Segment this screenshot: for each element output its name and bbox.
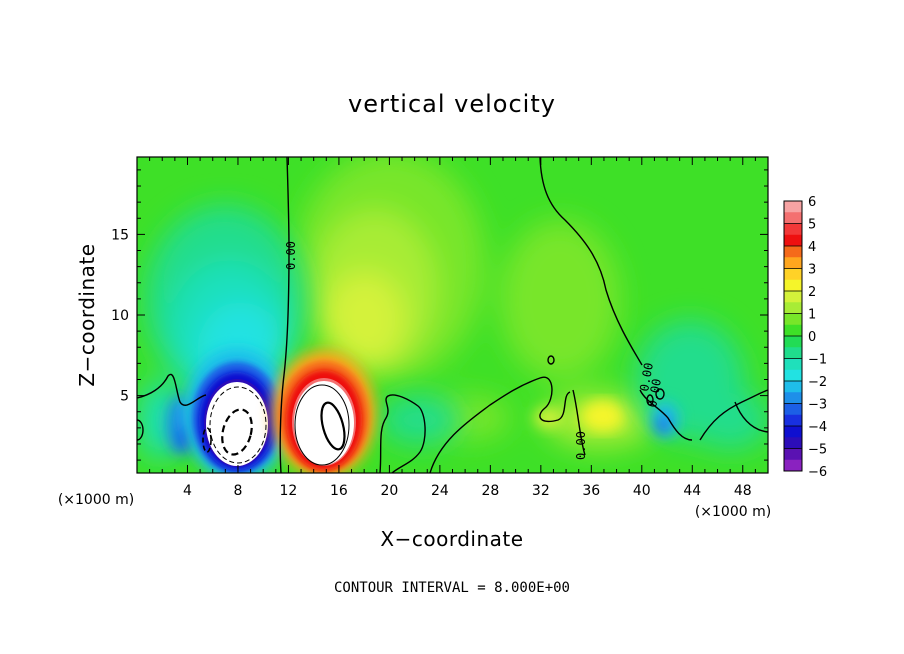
colorbar: 6 5 4 3 2 1 0 −1 −2 −3 −4 −5 −6	[783, 195, 827, 480]
plot-area: 0.00 0.00 0.00 0.00	[137, 157, 768, 473]
colorbar-swatch	[784, 268, 802, 281]
x-tick-label: 48	[734, 483, 752, 499]
colorbar-swatch	[784, 279, 802, 292]
zero-contours	[137, 157, 768, 473]
x-tick-label: 36	[582, 483, 600, 499]
colorbar-swatch	[784, 336, 802, 348]
colorbar-swatch	[784, 381, 802, 393]
colorbar-tick-label: 3	[808, 263, 816, 278]
x-tick-label: 28	[481, 483, 499, 499]
x-tick-label: 16	[330, 483, 348, 499]
colorbar-tick-label: −5	[808, 443, 827, 458]
positive-contours	[294, 384, 350, 466]
colorbar-tick-label: −3	[808, 398, 827, 413]
colorbar-swatch	[784, 448, 802, 461]
colorbar-swatch	[784, 369, 802, 382]
colorbar-swatch	[784, 246, 802, 258]
colorbar-swatch	[784, 358, 802, 371]
colorbar-swatch	[784, 201, 802, 213]
x-axis-title: X−coordinate	[380, 527, 523, 551]
contour-interval-note: CONTOUR INTERVAL = 8.000E+00	[334, 580, 570, 596]
colorbar-tick-label: 5	[808, 218, 816, 233]
x-axis: 4 8 12 16 20 24 28 32 36 40 44 48	[149, 157, 756, 499]
colorbar-swatch	[784, 324, 802, 337]
positive-band	[534, 400, 625, 432]
x-tick-label: 24	[431, 483, 449, 499]
colorbar-tick-label: 4	[808, 240, 816, 255]
colorbar-swatch	[784, 234, 802, 247]
colorbar-swatch	[784, 302, 802, 314]
colorbar-swatch	[784, 426, 802, 438]
contour-label: 0.00	[574, 431, 588, 460]
colorbar-swatch	[784, 459, 802, 472]
colorbar-swatch	[784, 347, 802, 359]
x-tick-label: 20	[380, 483, 398, 499]
y-axis-title: Z−coordinate	[75, 243, 99, 386]
colorbar-swatch	[784, 437, 802, 449]
colorbar-tick-label: 6	[808, 195, 816, 210]
updraft-core	[272, 350, 376, 473]
colorbar-tick-label: −4	[808, 420, 827, 435]
colorbar-tick-label: −1	[808, 353, 827, 368]
colorbar-swatch	[784, 291, 802, 303]
colorbar-swatch	[784, 223, 802, 236]
y-tick-label: 10	[111, 308, 129, 324]
y-tick-label: 5	[120, 389, 129, 405]
positive-plume	[295, 157, 655, 448]
x-tick-label: 4	[183, 483, 192, 499]
colorbar-tick-label: 2	[808, 285, 816, 300]
x-tick-label: 32	[532, 483, 550, 499]
colorbar-swatch	[784, 313, 802, 326]
x-tick-label: 12	[280, 483, 298, 499]
colorbar-swatch	[784, 212, 802, 224]
colorbar-tick-label: −2	[808, 375, 827, 390]
y-tick-label: 15	[111, 227, 129, 243]
negative-contours	[202, 386, 267, 464]
chart-title: vertical velocity	[348, 90, 556, 118]
colorbar-swatch	[784, 403, 802, 416]
colorbar-tick-label: 0	[808, 330, 816, 345]
colorbar-tick-label: −6	[808, 465, 827, 480]
contour-label: 0.00	[284, 241, 298, 270]
x-tick-label: 40	[633, 483, 651, 499]
x-axis-unit: (×1000 m)	[695, 504, 771, 520]
negative-plume	[140, 205, 768, 460]
contour-label: 0.00	[645, 378, 664, 409]
colorbar-tick-label: 1	[808, 308, 816, 323]
x-tick-label: 44	[683, 483, 701, 499]
x-tick-label: 8	[233, 483, 242, 499]
contour-label: 0.00	[637, 362, 656, 393]
colorbar-swatch	[784, 257, 802, 269]
y-axis: 5 10 15	[111, 169, 768, 461]
colorbar-swatch	[784, 392, 802, 404]
y-axis-unit: (×1000 m)	[58, 492, 134, 508]
colorbar-swatch	[784, 414, 802, 427]
